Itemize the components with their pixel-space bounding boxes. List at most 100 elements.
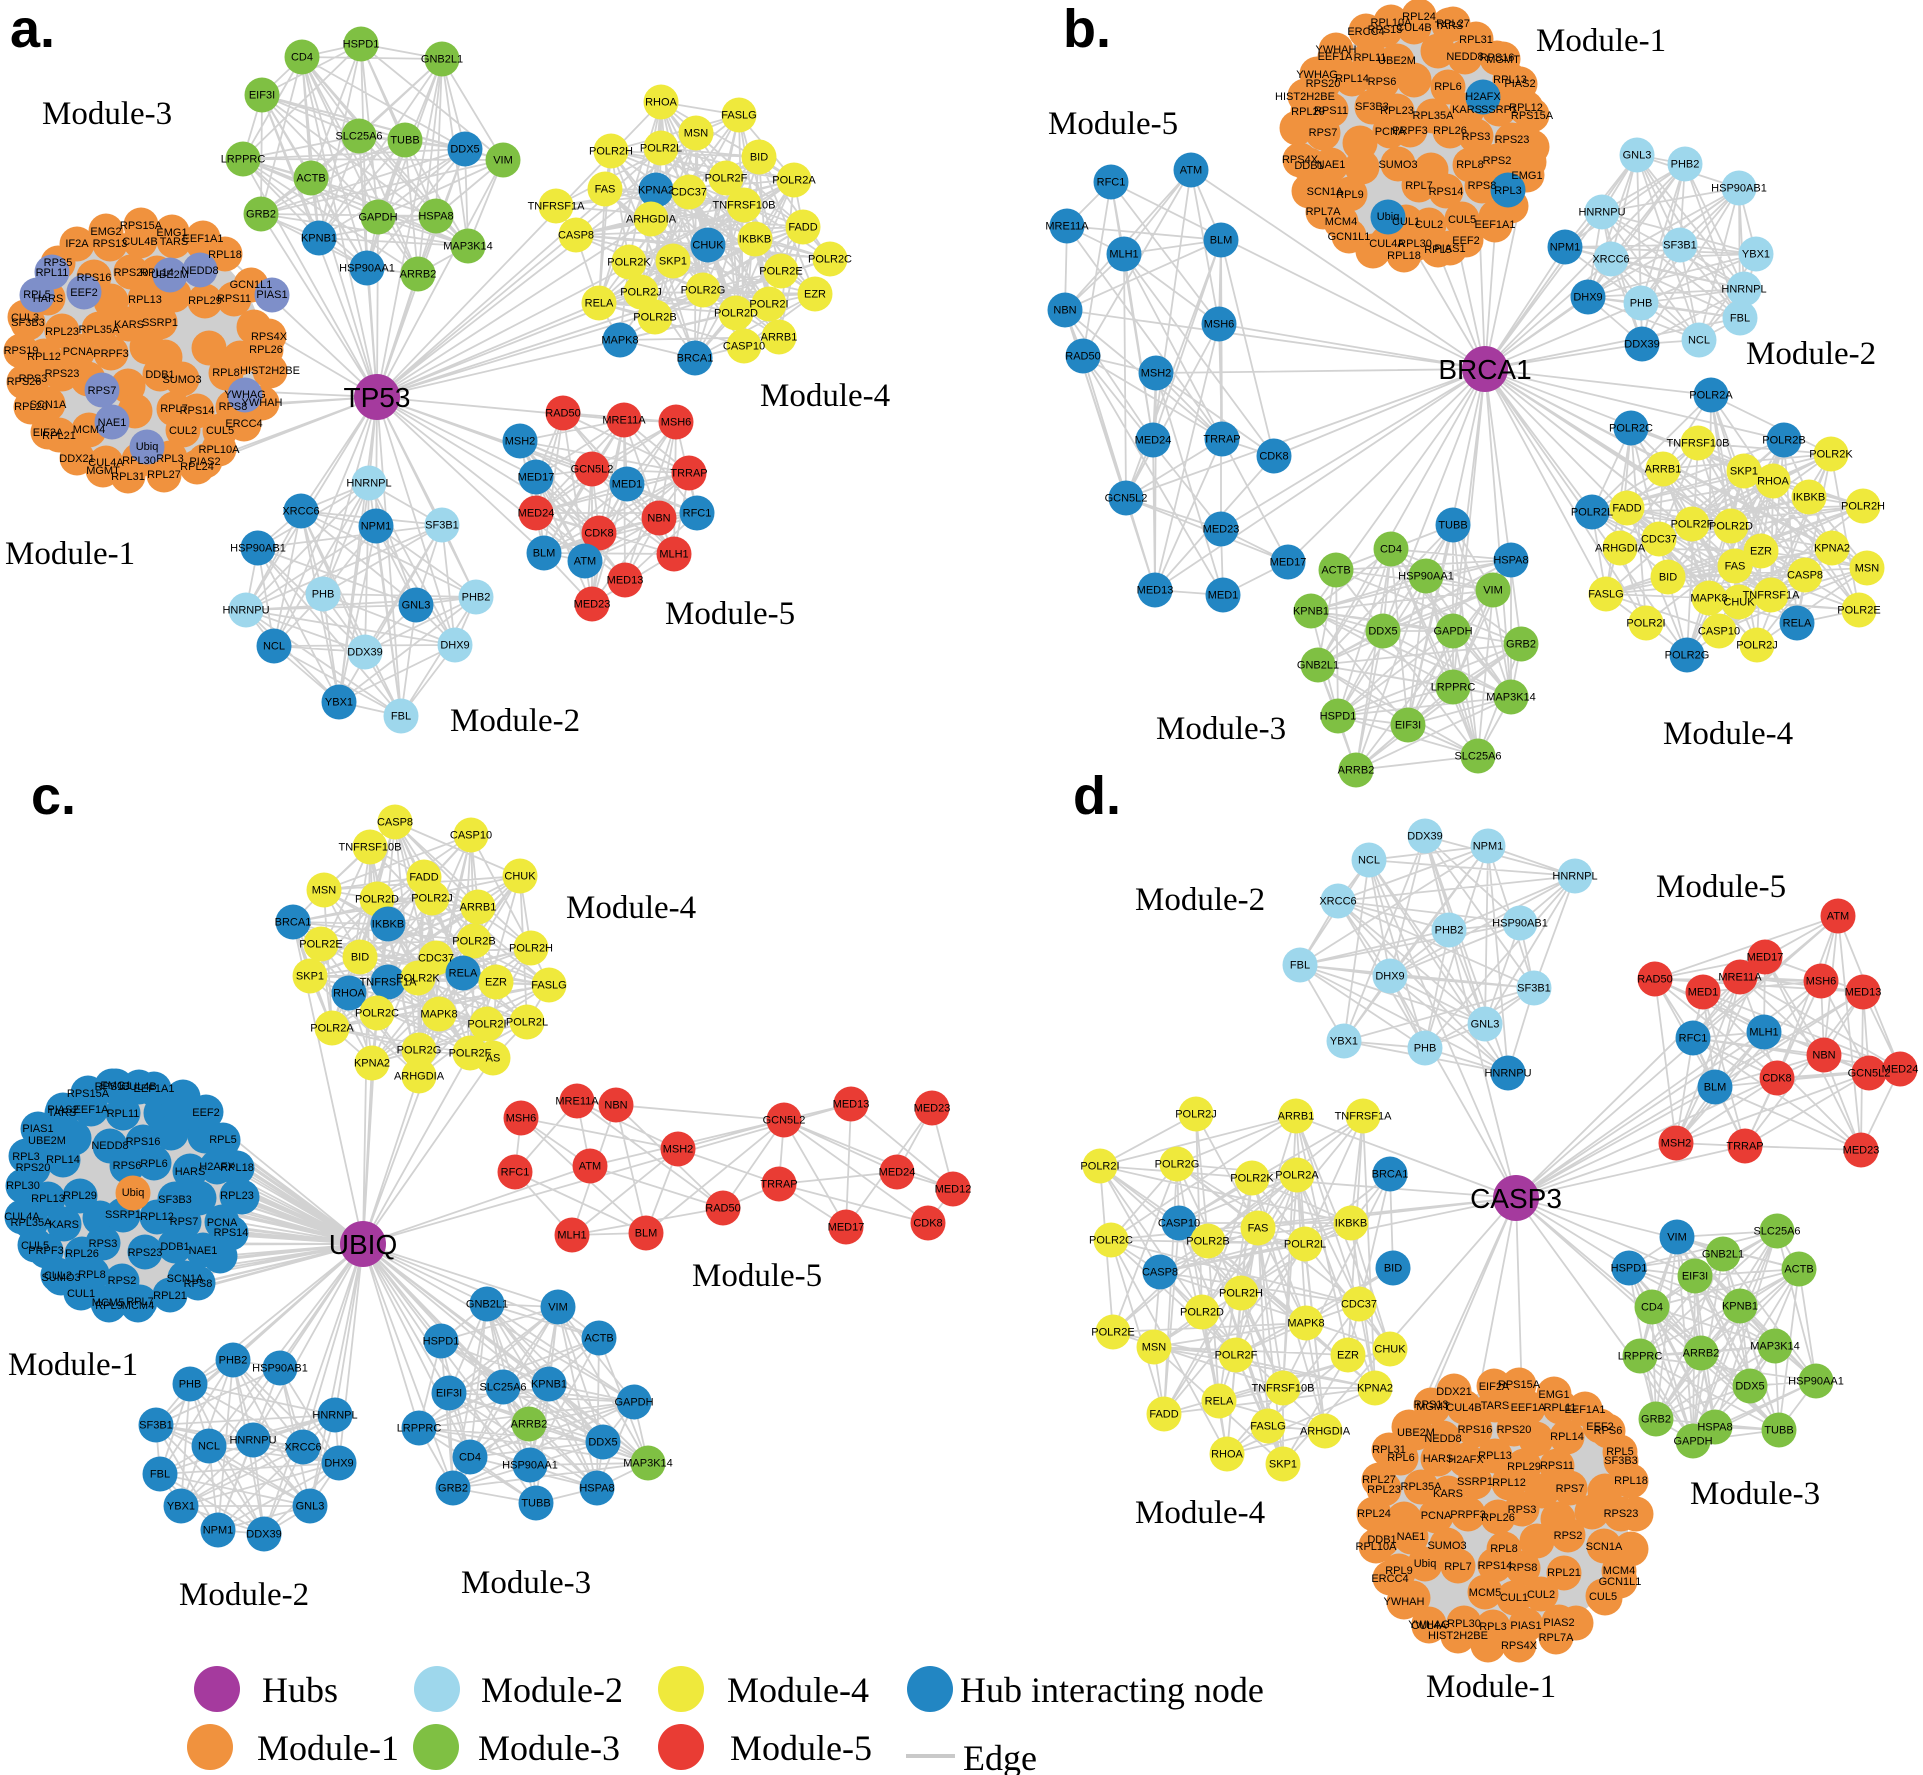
svg-text:TRRAP: TRRAP [760,1179,797,1191]
svg-text:MCM5: MCM5 [92,1297,124,1309]
svg-text:RPL26: RPL26 [65,1248,99,1260]
svg-text:RPL35A: RPL35A [1401,1481,1443,1493]
svg-text:ATM: ATM [1827,911,1849,923]
svg-text:Module-4: Module-4 [727,1670,869,1710]
svg-text:DDX5: DDX5 [588,1437,617,1449]
svg-text:TNFRSF1A: TNFRSF1A [1743,590,1801,602]
svg-text:RPS14: RPS14 [1429,186,1464,198]
svg-text:VIM: VIM [1483,585,1503,597]
svg-text:CUL5: CUL5 [206,425,234,437]
svg-text:MAPK8: MAPK8 [1287,1318,1324,1330]
svg-text:MRE11A: MRE11A [602,415,646,427]
svg-text:POLR2J: POLR2J [411,893,453,905]
svg-text:RPL7: RPL7 [160,403,188,415]
svg-text:MCM4: MCM4 [1325,216,1357,228]
svg-text:RPL24: RPL24 [180,461,214,473]
svg-text:RFC1: RFC1 [683,508,712,520]
svg-text:POLR2D: POLR2D [1180,1307,1224,1319]
svg-text:MSN: MSN [312,885,337,897]
svg-text:EEF1A: EEF1A [1318,51,1354,63]
svg-text:SLC25A6: SLC25A6 [1753,1226,1800,1238]
svg-text:CASP8: CASP8 [1142,1267,1178,1279]
svg-text:TARS: TARS [48,1107,77,1119]
svg-text:ARHGDIA: ARHGDIA [626,214,677,226]
svg-text:POLR2J: POLR2J [620,287,662,299]
svg-text:SF3B3: SF3B3 [158,1194,192,1206]
svg-text:RPL35A: RPL35A [11,1217,53,1229]
svg-text:RPL18: RPL18 [1387,250,1421,262]
svg-text:RPL9: RPL9 [95,1300,123,1312]
svg-text:EIF2A: EIF2A [33,427,64,439]
svg-text:POLR2A: POLR2A [310,1023,354,1035]
svg-text:BLM: BLM [533,548,556,560]
svg-text:ERCC4: ERCC4 [1371,1573,1408,1585]
svg-text:Module-4: Module-4 [566,890,696,926]
svg-text:BID: BID [1659,572,1677,584]
svg-text:YBX1: YBX1 [1330,1036,1358,1048]
svg-text:GNL3: GNL3 [1471,1019,1500,1031]
svg-text:SF3B3: SF3B3 [1355,101,1389,113]
svg-text:YWHAH: YWHAH [1316,44,1357,56]
svg-text:CUL4A: CUL4A [1411,1620,1447,1632]
svg-text:RPS8: RPS8 [1509,1562,1538,1574]
svg-text:GRB2: GRB2 [438,1483,468,1495]
svg-text:RELA: RELA [1205,1396,1234,1408]
svg-text:HSPD1: HSPD1 [343,39,380,51]
svg-text:UBE2M: UBE2M [151,269,189,281]
svg-text:CUL4A: CUL4A [4,1211,40,1223]
svg-text:HIST2H2BE: HIST2H2BE [1428,1630,1488,1642]
svg-text:CUL4A: CUL4A [88,457,124,469]
svg-text:MED23: MED23 [1843,1145,1880,1157]
svg-text:MED1: MED1 [1208,590,1239,602]
svg-text:GNB2L1: GNB2L1 [421,54,463,66]
svg-text:Module-1: Module-1 [8,1347,138,1383]
svg-text:CASP10: CASP10 [1158,1218,1200,1230]
svg-text:EEF1A1: EEF1A1 [1565,1404,1606,1416]
svg-text:RPL31: RPL31 [111,471,145,483]
svg-text:FAS: FAS [1248,1223,1269,1235]
svg-text:NEDD8: NEDD8 [1446,51,1483,63]
svg-text:EMG1: EMG1 [1511,170,1542,182]
svg-text:UBE2M: UBE2M [1378,55,1416,67]
svg-text:HNRNPL: HNRNPL [312,1410,357,1422]
svg-text:RPS11: RPS11 [217,293,251,305]
svg-text:MED17: MED17 [518,472,555,484]
svg-text:POLR2I: POLR2I [1080,1161,1119,1173]
svg-text:ARRB1: ARRB1 [1645,464,1682,476]
svg-text:DDX5: DDX5 [1368,626,1397,638]
svg-text:NAE1: NAE1 [1397,1531,1426,1543]
svg-text:RPS7: RPS7 [170,1216,199,1228]
svg-text:HNRNPL: HNRNPL [1552,871,1597,883]
svg-text:RPS15A: RPS15A [120,220,163,232]
svg-text:BID: BID [750,152,768,164]
svg-text:TNFRSF10B: TNFRSF10B [1252,1383,1315,1395]
svg-text:TUBB: TUBB [1438,520,1467,532]
svg-text:HNRNPL: HNRNPL [1721,284,1766,296]
svg-text:GCN5L2: GCN5L2 [1848,1068,1891,1080]
svg-text:TUBB: TUBB [521,1498,550,1510]
svg-text:RPS13: RPS13 [95,1081,130,1093]
svg-text:PRPF3: PRPF3 [28,1245,63,1257]
svg-text:RPL13: RPL13 [1493,74,1527,86]
svg-text:MGMT: MGMT [86,465,120,477]
svg-text:HSP90AB1: HSP90AB1 [252,1363,308,1375]
svg-text:IF2A: IF2A [65,238,89,250]
svg-text:SSRP1: SSRP1 [105,1209,141,1221]
svg-text:CDK8: CDK8 [913,1218,942,1230]
svg-text:POLR2L: POLR2L [506,1017,548,1029]
svg-text:NBN: NBN [604,1100,627,1112]
svg-text:RPL23: RPL23 [220,1190,254,1202]
svg-text:RPL26: RPL26 [1433,125,1467,137]
svg-text:RPL14: RPL14 [1335,73,1369,85]
svg-text:RPL23: RPL23 [45,326,79,338]
svg-text:Ubiq: Ubiq [1377,211,1400,223]
svg-text:CDK8: CDK8 [1259,451,1288,463]
svg-text:RPS7: RPS7 [1556,1483,1585,1495]
svg-text:RPL18: RPL18 [208,249,242,261]
svg-text:MGMT: MGMT [1486,54,1520,66]
svg-text:NBN: NBN [647,513,670,525]
svg-text:BRCA1: BRCA1 [1438,354,1531,385]
svg-text:MED23: MED23 [574,599,611,611]
svg-text:Module-5: Module-5 [1048,106,1178,142]
svg-text:GCN1L1: GCN1L1 [1599,1576,1642,1588]
